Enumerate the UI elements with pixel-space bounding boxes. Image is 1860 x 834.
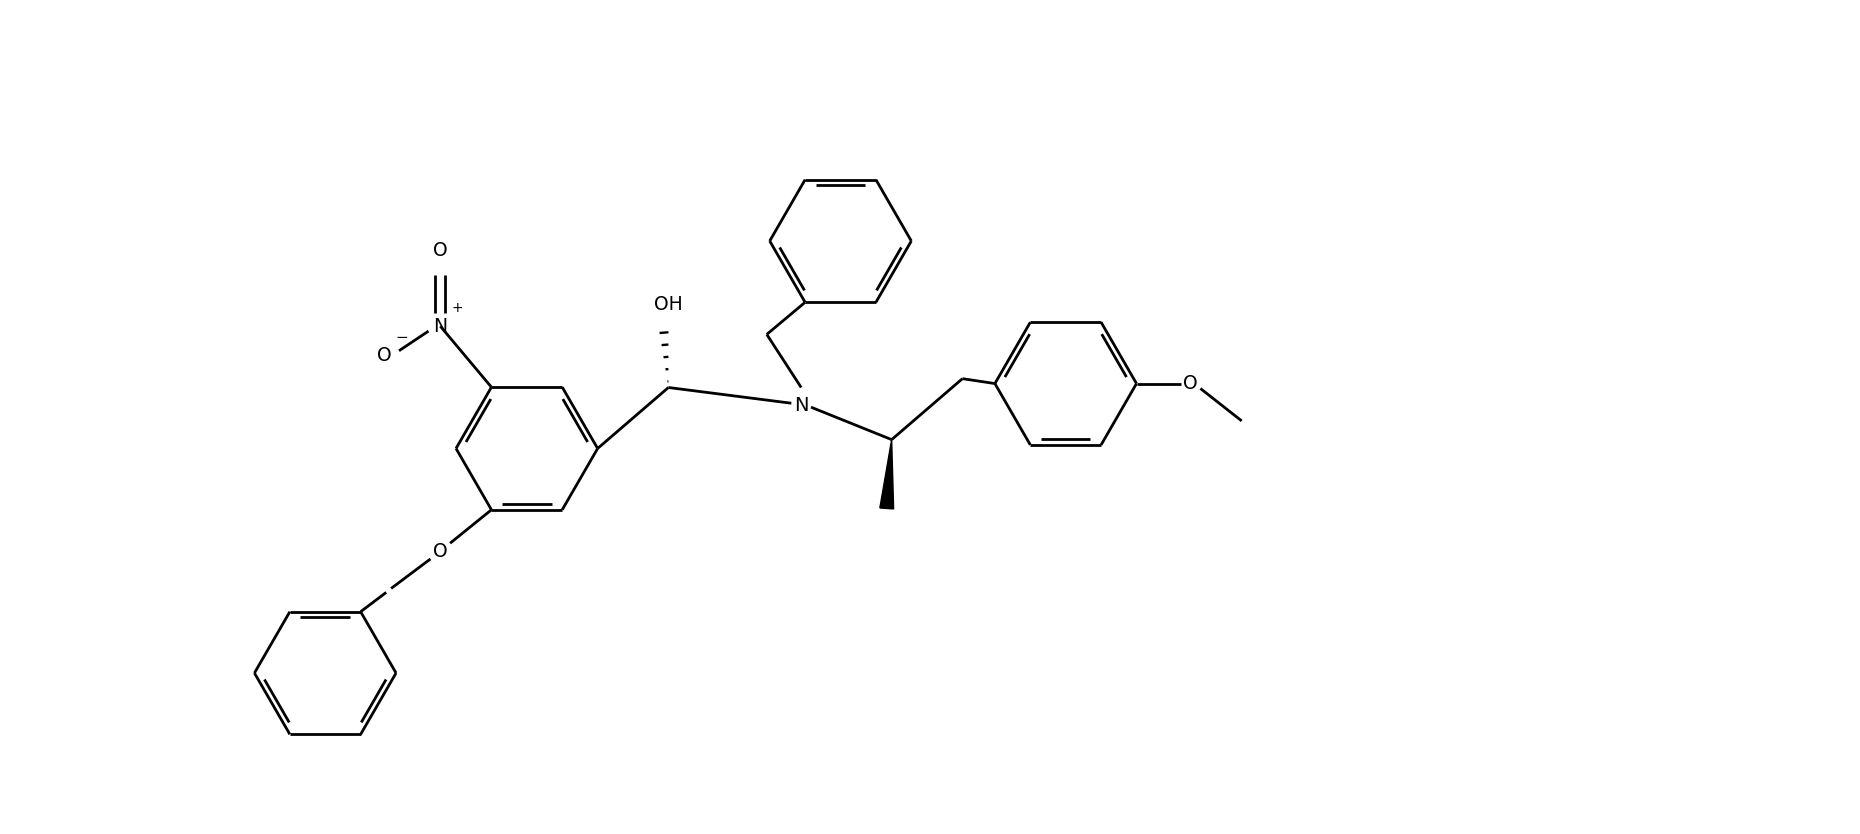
Text: N: N — [794, 395, 809, 414]
Polygon shape — [880, 440, 893, 509]
Text: O: O — [433, 241, 448, 260]
Text: O: O — [1183, 374, 1198, 393]
Text: OH: OH — [655, 295, 683, 314]
Text: O: O — [433, 541, 448, 560]
Text: +: + — [452, 301, 463, 315]
Text: N: N — [433, 317, 448, 335]
Text: O: O — [378, 346, 392, 365]
Text: −: − — [396, 330, 409, 345]
